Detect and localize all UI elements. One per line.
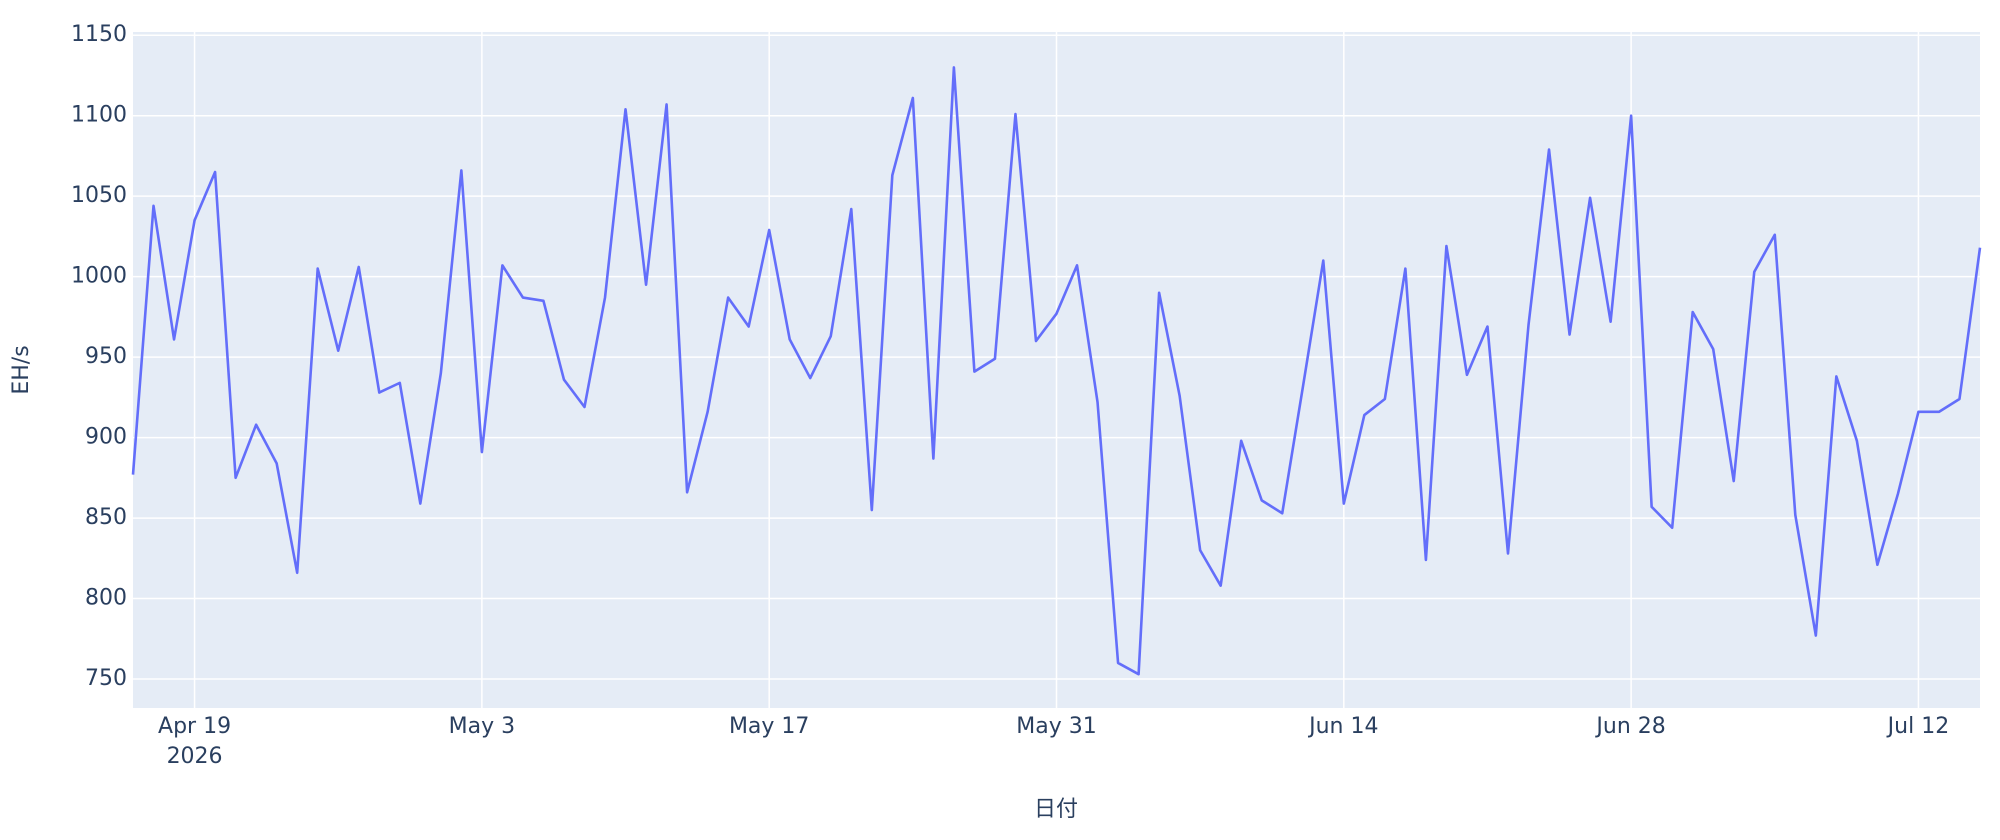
y-tick-label: 1050: [71, 183, 127, 208]
x-tick-label: Jul 12: [1886, 714, 1950, 739]
y-tick-label: 1150: [71, 22, 127, 47]
x-tick-label: May 31: [1016, 714, 1096, 739]
y-tick-label: 1000: [71, 264, 127, 289]
x-axis-title: 日付: [1034, 797, 1078, 822]
x-tick-label: Apr 19: [158, 714, 231, 739]
x-tick-label: May 17: [729, 714, 809, 739]
x-tick-label: May 3: [449, 714, 515, 739]
y-tick-label: 800: [85, 586, 127, 611]
data-line: [131, 66, 1982, 676]
x-tick-year: 2026: [167, 744, 223, 769]
y-tick-label: 950: [85, 344, 127, 369]
y-tick-label: 900: [85, 425, 127, 450]
x-tick-label: Jun 14: [1307, 714, 1378, 739]
y-tick-label: 750: [85, 666, 127, 691]
y-tick-label: 850: [85, 505, 127, 530]
x-tick-label: Jun 28: [1594, 714, 1665, 739]
y-axis-title: EH/s: [9, 345, 34, 394]
y-tick-label: 1100: [71, 103, 127, 128]
